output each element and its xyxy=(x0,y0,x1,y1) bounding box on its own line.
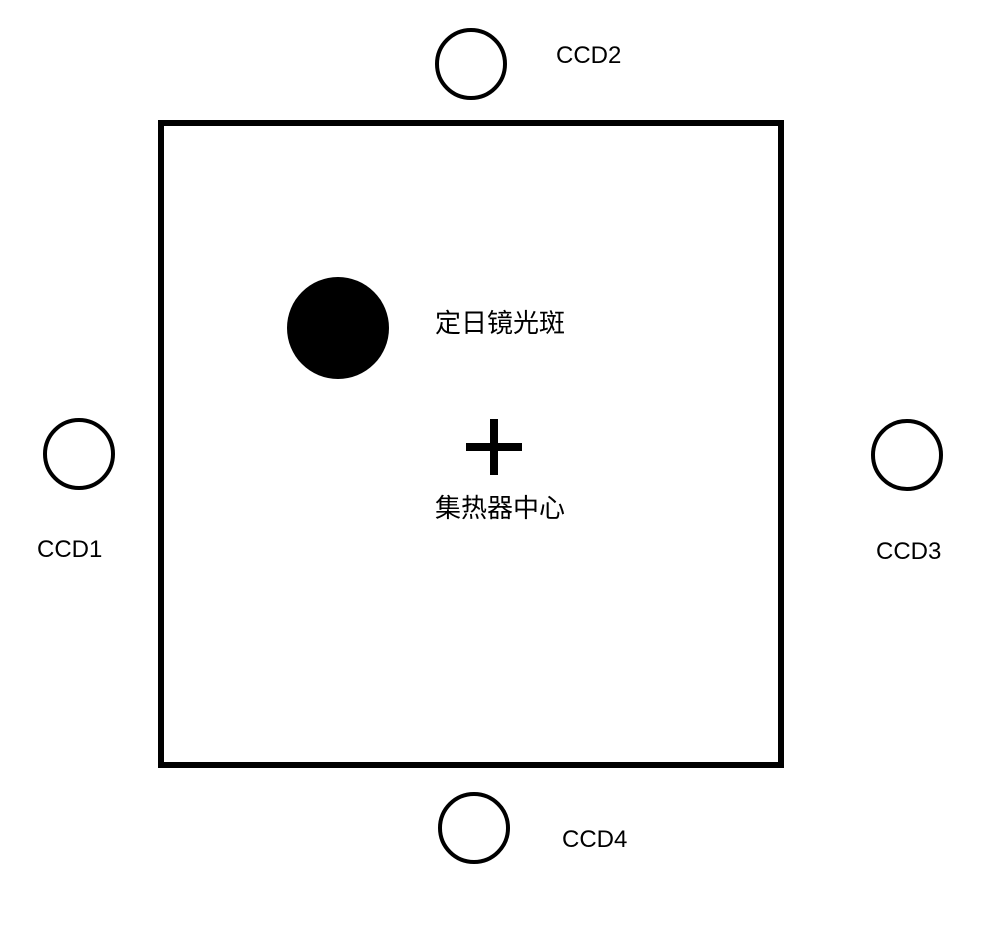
heliostat-spot xyxy=(287,277,389,379)
ccd1-label: CCD1 xyxy=(37,536,102,564)
ccd4-label: CCD4 xyxy=(562,826,627,854)
heliostat-spot-label: 定日镜光斑 xyxy=(435,303,565,340)
collector-center-label: 集热器中心 xyxy=(435,488,565,525)
ccd3-circle xyxy=(871,419,943,491)
ccd4-circle xyxy=(438,792,510,864)
center-cross-vertical xyxy=(490,419,498,475)
diagram-canvas: CCD1 CCD2 CCD3 CCD4 定日镜光斑 集热器中心 xyxy=(0,0,1000,944)
ccd1-circle xyxy=(43,418,115,490)
ccd3-label: CCD3 xyxy=(876,538,941,566)
ccd2-circle xyxy=(435,28,507,100)
ccd2-label: CCD2 xyxy=(556,42,621,70)
